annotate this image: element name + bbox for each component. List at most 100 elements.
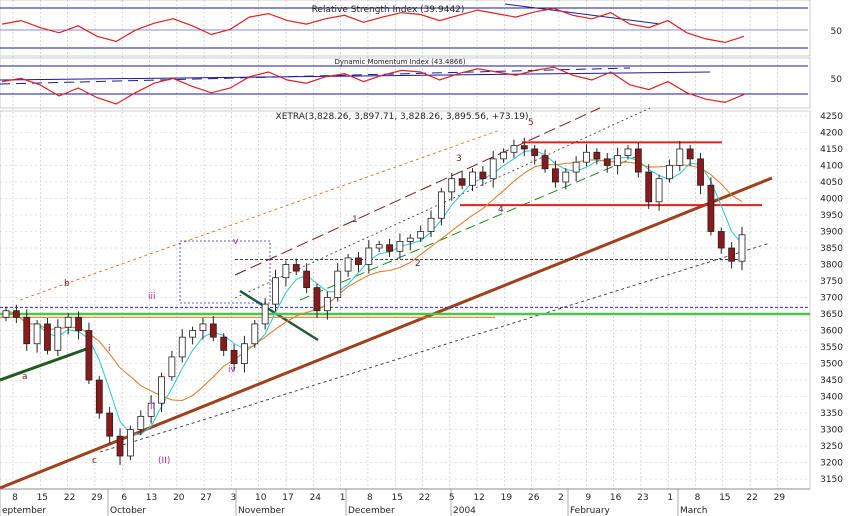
- candle-down: [593, 151, 601, 160]
- candle-up: [323, 297, 331, 312]
- candle-down: [12, 310, 20, 318]
- candle-down: [220, 336, 228, 351]
- candle-down: [645, 171, 653, 203]
- wave-label: 3: [456, 154, 462, 164]
- date-tick-label: 5: [449, 493, 455, 503]
- rsi-line: [1, 7, 745, 44]
- candle-up: [396, 241, 404, 252]
- candle-up: [261, 303, 269, 325]
- horizontal-levels: [0, 141, 810, 318]
- date-tick-label: 16: [610, 493, 622, 503]
- candle-up: [168, 356, 176, 378]
- candle-up: [406, 237, 414, 242]
- candle-up: [33, 323, 41, 345]
- date-tick-label: 26: [528, 493, 540, 503]
- wave-iv-trendline: [239, 289, 319, 342]
- date-tick-label: 22: [746, 493, 757, 503]
- candle-down: [23, 316, 31, 345]
- date-tick-label: 24: [310, 493, 322, 503]
- date-tick-label: 8: [695, 493, 701, 503]
- slow-moving-average: [5, 159, 743, 402]
- candle-down: [85, 330, 93, 381]
- candle-down: [95, 379, 103, 414]
- date-tick-label: 15: [37, 493, 48, 503]
- date-tick-label: 29: [91, 493, 103, 503]
- chart-grid: [0, 0, 810, 489]
- price-tick-label: 3350: [820, 409, 843, 419]
- candle-up: [334, 270, 342, 298]
- wave-label: v: [233, 237, 239, 247]
- month-label: 2004: [453, 506, 476, 516]
- date-axis: 8 15 22 29 6 13 20 27 3 10 17 24 1 8 15 22 5 12 19 26 2 9 16 23…: [0, 488, 810, 516]
- candle-down: [386, 244, 393, 252]
- candle-up: [282, 264, 290, 279]
- candle-up: [178, 336, 186, 358]
- price-tick-label: 4250: [820, 112, 843, 122]
- candle-up: [137, 415, 145, 430]
- date-tick-label: 2: [558, 493, 564, 503]
- candle-up: [583, 151, 590, 163]
- date-tick-label: 12: [473, 493, 484, 503]
- candlesticks: [2, 137, 746, 465]
- wave-v-box: [179, 240, 271, 304]
- month-label: eptember: [2, 506, 46, 516]
- rsi-title: Relative Strength Index (39.9442): [312, 5, 465, 15]
- price-tick-label: 3850: [820, 244, 843, 254]
- price-tick-label: 3750: [820, 277, 843, 287]
- date-tick-label: 8: [367, 493, 373, 503]
- candle-up: [510, 145, 518, 153]
- dmi-panel: Dynamic Momentum Index (43.4866) 50: [0, 57, 842, 109]
- candle-up: [365, 247, 373, 265]
- candle-up: [666, 165, 673, 180]
- dmi-frame: [0, 57, 811, 109]
- candle-down: [697, 158, 704, 186]
- month-label: October: [110, 506, 146, 516]
- candle-down: [686, 148, 694, 160]
- wave-label: 2: [415, 259, 421, 269]
- wave-label: a: [22, 372, 28, 382]
- price-tick-label: 3550: [820, 343, 843, 353]
- dmi-trendline-b: [0, 71, 711, 81]
- date-tick-label: 8: [12, 493, 18, 503]
- candle-down: [541, 155, 549, 170]
- candle-up: [489, 158, 497, 180]
- candle-up: [417, 231, 425, 239]
- date-tick-label: 20: [173, 493, 185, 503]
- price-tick-label: 3400: [820, 393, 843, 403]
- price-tick-label: 3300: [820, 426, 843, 436]
- rsi-panel: Relative Strength Index (39.9442) 50: [0, 0, 842, 57]
- rsi-frame: [0, 0, 811, 57]
- candle-up: [241, 343, 248, 364]
- date-tick-label: 22: [419, 493, 430, 503]
- candle-down: [75, 316, 82, 331]
- date-tick-label: 9: [585, 493, 591, 503]
- price-tick-label: 4000: [820, 194, 843, 204]
- date-tick-label: 3: [231, 493, 237, 503]
- candle-up: [189, 330, 196, 338]
- candle-up: [437, 191, 445, 219]
- candle-up: [448, 178, 456, 193]
- price-frame: [0, 110, 811, 490]
- price-tick-label: 4200: [820, 128, 843, 138]
- wave-a-trendline: [0, 345, 93, 382]
- candle-down: [303, 270, 311, 289]
- price-tick-label: 3600: [820, 327, 843, 337]
- price-tick-label: 4100: [820, 161, 843, 171]
- candle-up: [738, 234, 746, 262]
- price-axis: 3150 3200 3250 3300 3350 3400 3450 3500 3550 3600…: [820, 112, 843, 485]
- date-tick-label: 23: [637, 493, 648, 503]
- candle-down: [520, 145, 528, 150]
- candle-up: [251, 323, 259, 345]
- month-label: November: [238, 506, 285, 516]
- candle-down: [603, 158, 611, 166]
- candle-up: [469, 171, 476, 186]
- price-tick-label: 3450: [820, 376, 843, 386]
- price-tick-label: 3250: [820, 442, 843, 452]
- candle-up: [572, 161, 580, 173]
- date-tick-label: 10: [255, 493, 267, 503]
- price-tick-label: 3150: [820, 475, 843, 485]
- dmi-trendline-a: [0, 67, 631, 85]
- wave-label: iii: [148, 292, 156, 302]
